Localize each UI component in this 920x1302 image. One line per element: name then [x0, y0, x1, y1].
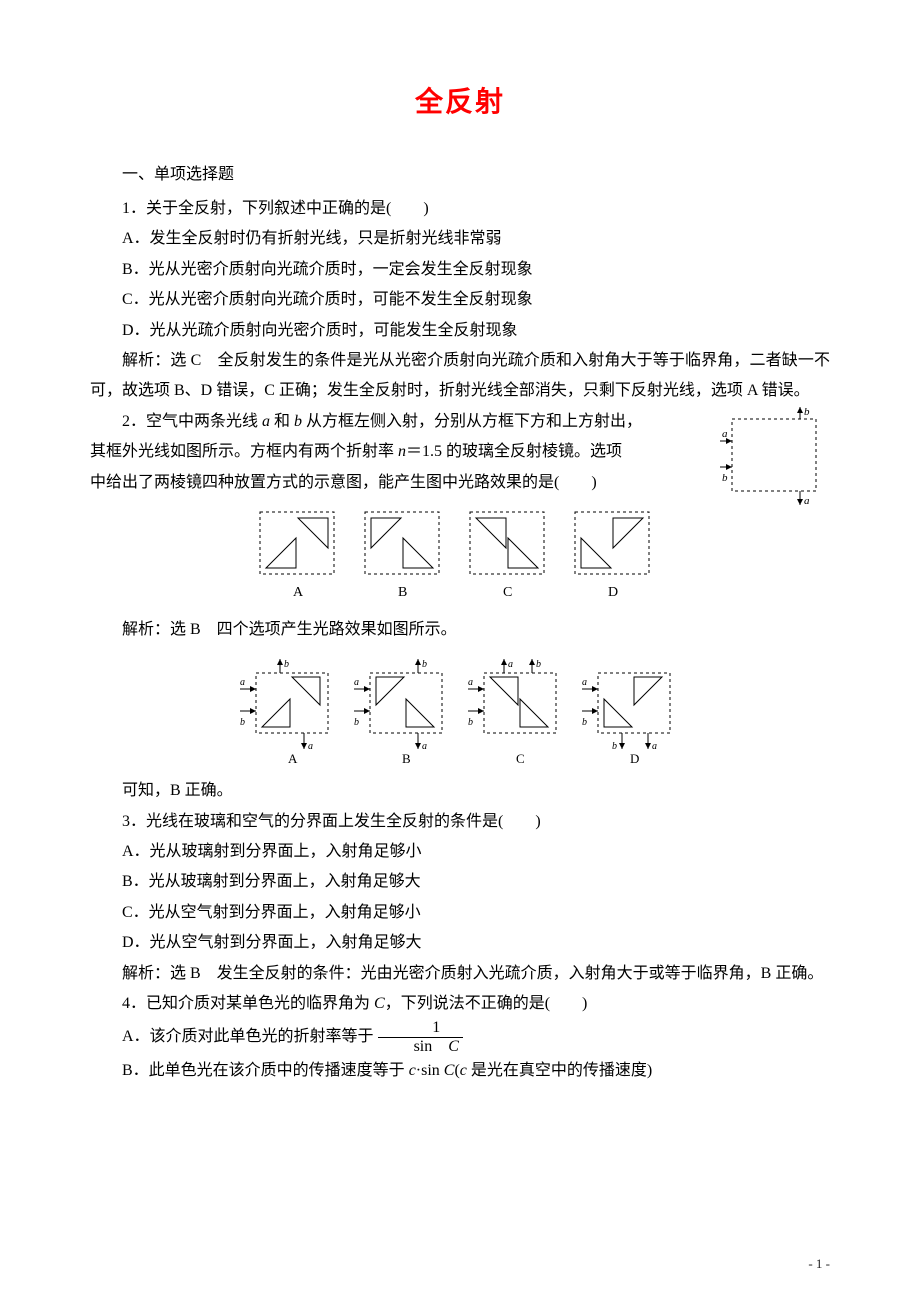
q2-explanation-figure: a b b a A a b b a	[90, 655, 830, 770]
q2-line2: 其框外光线如图所示。方框内有两个折射率 n＝1.5 的玻璃全反射棱镜。选项	[90, 437, 830, 467]
q2-explanation-line: 解析：选 B 四个选项产生光路效果如图所示。	[90, 615, 830, 645]
q2-l1b: 和	[270, 413, 294, 430]
q3-stem: 3．光线在玻璃和空气的分界面上发生全反射的条件是( )	[90, 807, 830, 837]
q1-opt-b: B．光从光密介质射向光疏介质时，一定会发生全反射现象	[90, 255, 830, 285]
q4-opt-b: B．此单色光在该介质中的传播速度等于 c·sin C(c 是光在真空中的传播速度…	[90, 1056, 830, 1086]
svg-text:C: C	[516, 751, 525, 765]
box-diagram-icon: a b b a	[720, 407, 840, 507]
q4-b-b: ·sin	[416, 1062, 444, 1079]
q4-var-c4: c	[460, 1062, 467, 1079]
svg-text:a: a	[652, 741, 657, 752]
q2-l1end: 出，	[610, 413, 642, 430]
frac-num: 1	[378, 1019, 463, 1038]
q2-line1: 2．空气中两条光线 a 和 b 从方框左侧入射，分别从方框下方和上方射出，	[90, 407, 830, 437]
q4-stem: 4．已知介质对某单色光的临界角为 C，下列说法不正确的是( )	[90, 989, 830, 1019]
prism-options-icon: A B C D	[250, 508, 670, 604]
q3-explanation: 解析：选 B 发生全反射的条件：光由光密介质射入光疏介质，入射角大于或等于临界角…	[90, 959, 830, 989]
svg-text:B: B	[402, 751, 411, 765]
prism-explanation-icon: a b b a A a b b a	[230, 655, 690, 765]
q4-stem-a: 4．已知介质对某单色光的临界角为	[122, 995, 374, 1012]
q2-block: a b b a 2．空气中两条光线 a 和 b 从方框左侧入射，分别从方框下方和…	[90, 407, 830, 498]
q3-opt-b: B．光从玻璃射到分界面上，入射角足够大	[90, 867, 830, 897]
frac-den-var: C	[448, 1038, 459, 1055]
svg-text:a: a	[240, 677, 245, 688]
q4-b-d: 是光在真空中的传播速度)	[467, 1062, 652, 1079]
q2-l2b: ＝1.5 的玻璃全反射棱镜。选	[406, 443, 606, 460]
q1-explanation: 解析：选 C 全反射发生的条件是光从光密介质射向光疏介质和入射角大于等于临界角，…	[90, 346, 830, 407]
q2-var-a: a	[262, 413, 270, 430]
fig-label-b: b	[722, 472, 728, 484]
fig-label-b2: b	[804, 407, 810, 418]
opt-label-d: D	[608, 585, 618, 600]
q4-var-c3: C	[444, 1062, 455, 1079]
svg-text:b: b	[468, 717, 473, 728]
q3-opt-a: A．光从玻璃射到分界面上，入射角足够小	[90, 837, 830, 867]
q3-opt-c: C．光从空气射到分界面上，入射角足够小	[90, 898, 830, 928]
opt-label-b: B	[398, 585, 407, 600]
q2-text: 2．空气中两条光线 a 和 b 从方框左侧入射，分别从方框下方和上方射出， 其框…	[90, 407, 830, 498]
svg-text:b: b	[354, 717, 359, 728]
q2-line3: 中给出了两棱镜四种放置方式的示意图，能产生图中光路效果的是( )	[90, 468, 830, 498]
q4-stem-b: ，下列说法不正确的是( )	[385, 995, 588, 1012]
opt-label-c: C	[503, 585, 512, 600]
q4-var-c1: C	[374, 995, 385, 1012]
svg-text:a: a	[508, 659, 513, 670]
page: 全反射 一、单项选择题 1．关于全反射，下列叙述中正确的是( ) A．发生全反射…	[0, 0, 920, 1302]
q2-var-n: n	[398, 443, 406, 460]
q2-var-b: b	[294, 413, 302, 430]
q2-l1a: 2．空气中两条光线	[122, 413, 262, 430]
svg-text:a: a	[422, 741, 427, 752]
q4-var-c2: c	[409, 1062, 416, 1079]
page-number: - 1 -	[808, 1256, 830, 1272]
q4-b-a: B．此单色光在该介质中的传播速度等于	[122, 1062, 409, 1079]
q1-opt-c: C．光从光密介质射向光疏介质时，可能不发生全反射现象	[90, 285, 830, 315]
q1-opt-d: D．光从光疏介质射向光密介质时，可能发生全反射现象	[90, 316, 830, 346]
q2-inline-figure: a b b a	[720, 407, 840, 512]
svg-text:a: a	[468, 677, 473, 688]
svg-text:a: a	[354, 677, 359, 688]
q4-a-text: A．该介质对此单色光的折射率等于	[122, 1028, 374, 1045]
svg-text:b: b	[536, 659, 541, 670]
fig-label-a: a	[722, 428, 728, 440]
page-title: 全反射	[90, 80, 830, 120]
fraction: 1 sin C	[378, 1019, 463, 1055]
q2-l2end: 项	[606, 443, 622, 460]
svg-text:a: a	[308, 741, 313, 752]
svg-text:a: a	[582, 677, 587, 688]
frac-den-pre: sin	[414, 1038, 449, 1055]
q3-opt-d: D．光从空气射到分界面上，入射角足够大	[90, 928, 830, 958]
frac-den: sin C	[378, 1038, 463, 1056]
q2-l1c: 从方框左侧入射，分别从方框下方和上方射	[302, 413, 610, 430]
svg-text:A: A	[288, 751, 298, 765]
q1-opt-a: A．发生全反射时仍有折射光线，只是折射光线非常弱	[90, 224, 830, 254]
opt-label-a: A	[293, 585, 304, 600]
svg-text:b: b	[284, 659, 289, 670]
fig-label-a2: a	[804, 495, 810, 507]
svg-text:b: b	[240, 717, 245, 728]
svg-text:D: D	[630, 751, 639, 765]
q2-explanation-end: 可知，B 正确。	[90, 776, 830, 806]
svg-text:b: b	[422, 659, 427, 670]
q2-l2a: 其框外光线如图所示。方框内有两个折射率	[90, 443, 398, 460]
svg-text:b: b	[582, 717, 587, 728]
q1-stem: 1．关于全反射，下列叙述中正确的是( )	[90, 194, 830, 224]
svg-text:b: b	[612, 741, 617, 752]
q4-opt-a: A．该介质对此单色光的折射率等于 1 sin C	[90, 1019, 830, 1055]
q2-options-figure: A B C D	[90, 508, 830, 609]
section-heading: 一、单项选择题	[90, 160, 830, 184]
